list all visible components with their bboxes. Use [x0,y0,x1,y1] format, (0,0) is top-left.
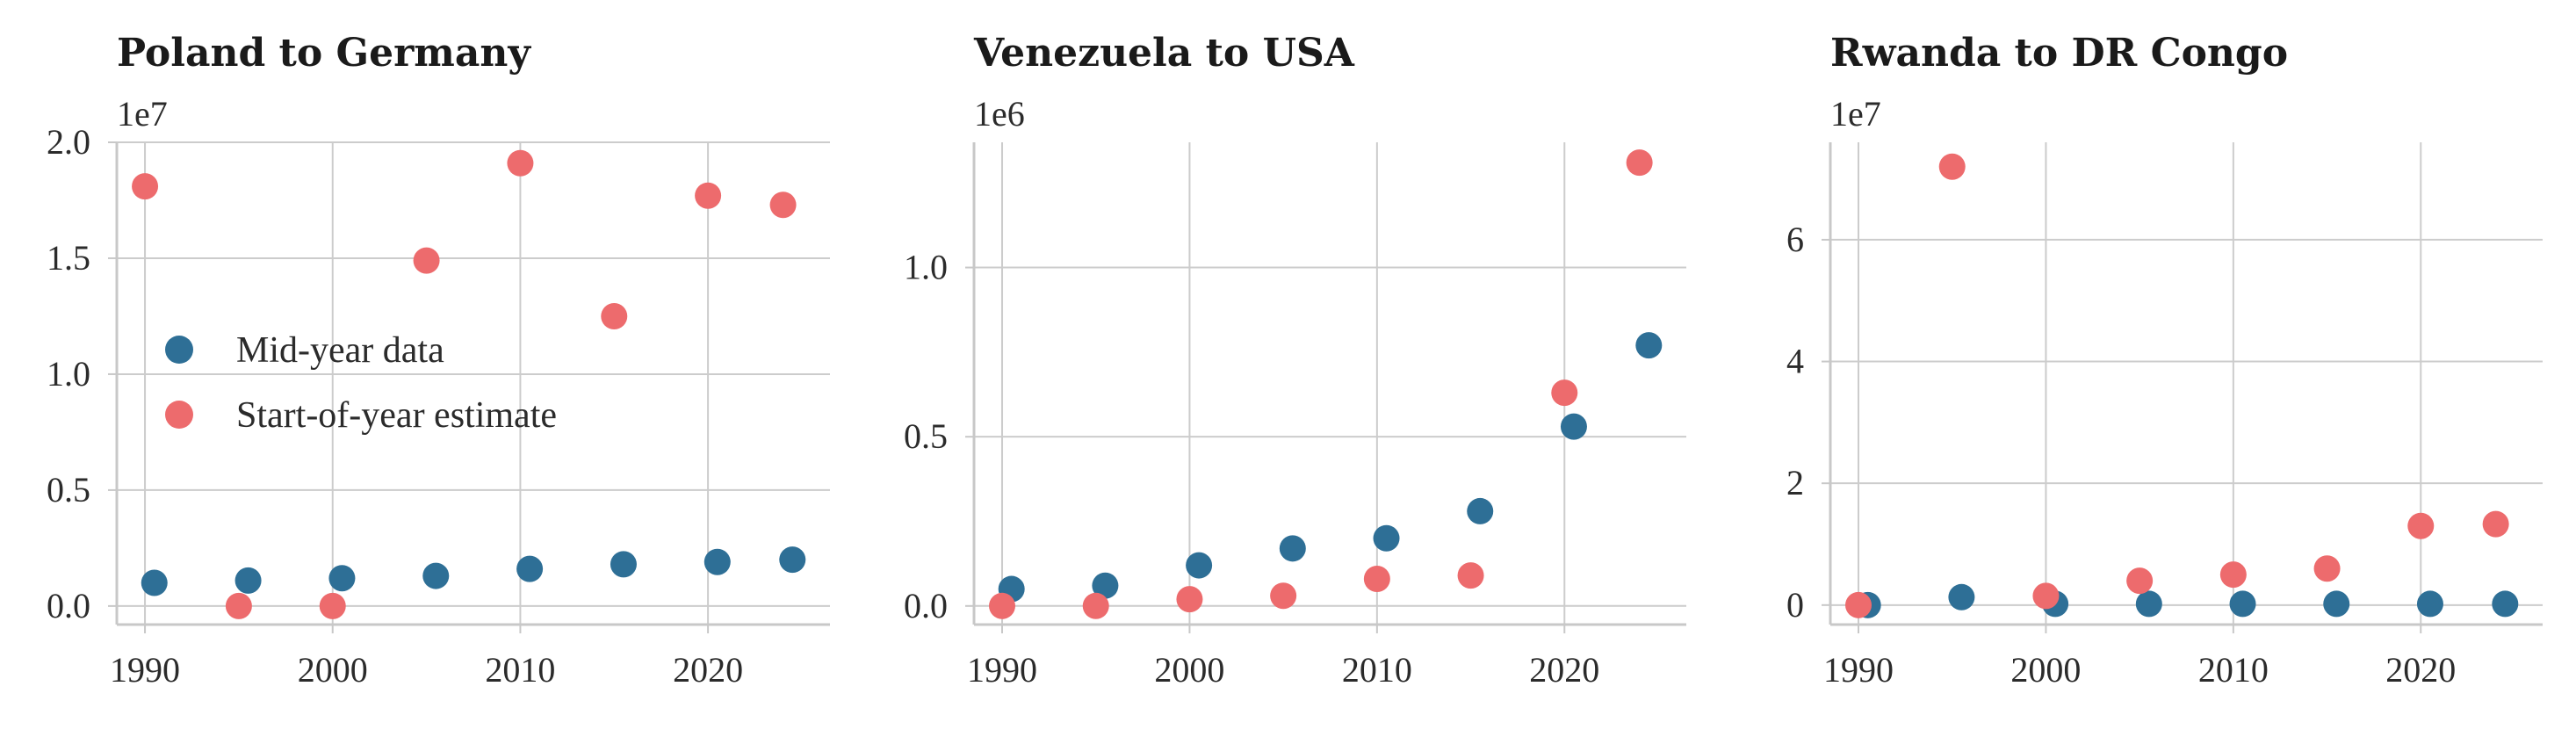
x-tick-label: 1990 [1823,650,1894,690]
y-offset-label: 1e6 [974,94,1025,134]
data-point [132,173,159,200]
legend-label: Start-of-year estimate [236,395,557,436]
data-point [769,191,797,219]
data-point [1186,552,1213,579]
panel-3: 1990 2000 2010 2020 0 2 4 6 Rwanda to DR Congo 1e… [1786,31,2543,690]
data-point [1560,413,1587,440]
data-point [610,551,637,578]
x-tick-label: 1990 [110,650,180,690]
y-tick-label: 0.5 [47,470,90,509]
data-point [328,565,356,592]
data-point [422,562,450,589]
data-point [1270,582,1297,610]
data-point [2416,590,2443,618]
legend: Mid-year data Start-of-year estimate [165,330,557,436]
data-point [1373,524,1400,552]
data-point [141,569,168,596]
series-mid-year [998,332,1663,603]
y-tick-label: 1.0 [47,354,90,394]
series-start-of-year [989,149,1653,619]
data-point [1948,583,1975,611]
panel-title: Poland to Germany [117,31,531,76]
data-point [1176,586,1203,613]
panel-1: 1990 2000 2010 2020 0.0 0.5 1.0 1.5 2.0 Poland to… [47,31,830,690]
data-point [989,592,1016,619]
x-tick-label: 2020 [2385,650,2456,690]
panel-title: Venezuela to USA [973,31,1355,76]
x-tick-label: 2000 [298,650,368,690]
data-point [225,592,252,619]
data-point [413,247,440,274]
y-tick-label: 1.5 [47,238,90,278]
data-point [2323,590,2350,618]
data-point [1363,565,1390,592]
series-start-of-year [1845,153,2509,618]
series-mid-year [1854,583,2519,618]
data-point [2219,561,2247,589]
data-point [1551,379,1578,407]
data-point [319,592,346,619]
x-tick-label: 2020 [1529,650,1599,690]
x-tick-label: 2010 [2198,650,2269,690]
legend-label: Mid-year data [236,330,444,371]
x-tick-label: 2000 [2010,650,2081,690]
data-point [1279,535,1306,562]
y-tick-label: 4 [1786,342,1804,381]
data-point [1938,153,1966,180]
series-start-of-year [132,149,797,619]
y-tick-label: 2 [1786,463,1804,502]
x-tick-label: 1990 [967,650,1037,690]
data-point [2407,512,2435,539]
data-point [2229,590,2256,618]
x-tick-label: 2020 [673,650,743,690]
data-point [2126,567,2154,595]
data-point [516,555,544,582]
panel-title: Rwanda to DR Congo [1830,31,2288,76]
y-offset-label: 1e7 [117,94,168,134]
data-point [601,302,628,329]
data-point [704,548,731,575]
data-point [1082,592,1109,619]
x-tick-label: 2010 [1342,650,1412,690]
y-tick-label: 6 [1786,220,1804,259]
y-tick-label: 0.0 [904,586,948,625]
data-point [1626,149,1653,177]
data-point [2313,555,2341,582]
y-offset-label: 1e7 [1830,94,1881,134]
data-point [779,546,806,574]
data-point [2032,582,2060,610]
data-point [1092,572,1119,599]
data-point [507,149,534,177]
data-point [2492,590,2519,618]
y-tick-label: 0.0 [47,586,90,625]
legend-marker [165,401,193,429]
y-tick-label: 0.5 [904,416,948,456]
data-point [2482,510,2509,538]
data-point [235,567,262,594]
y-tick-label: 2.0 [47,122,90,162]
data-point [1635,332,1663,359]
legend-marker [165,336,193,364]
data-point [1845,591,1872,618]
panel-2: 1990 2000 2010 2020 0.0 0.5 1.0 Venezuela to US… [904,31,1686,690]
series-mid-year [141,546,806,596]
data-point [695,182,722,209]
x-tick-label: 2010 [485,650,555,690]
data-point [1457,562,1484,589]
x-tick-label: 2000 [1154,650,1224,690]
data-point [2135,590,2162,618]
y-tick-label: 1.0 [904,248,948,287]
data-point [1467,497,1494,524]
y-tick-label: 0 [1786,585,1804,625]
